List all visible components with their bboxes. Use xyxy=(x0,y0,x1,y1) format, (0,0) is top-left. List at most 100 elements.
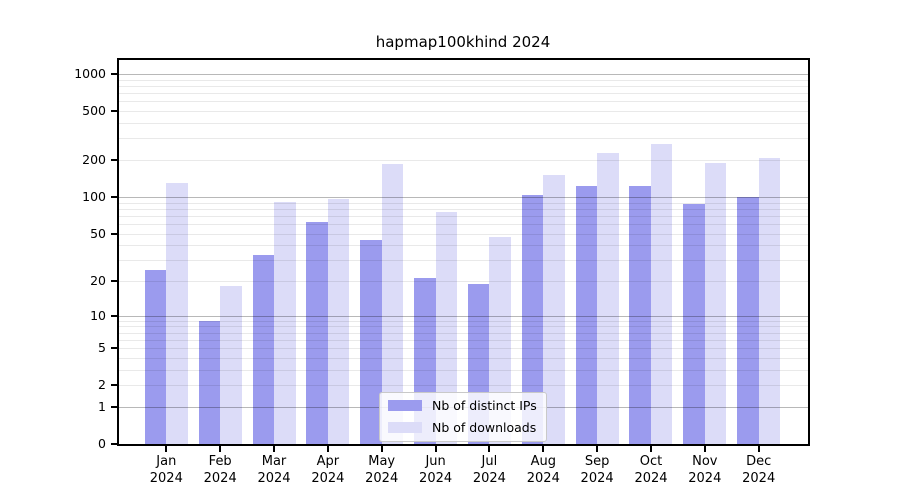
legend-label-downloads: Nb of downloads xyxy=(432,420,537,435)
x-tick-year: 2024 xyxy=(580,471,614,486)
gridline-minor-3 xyxy=(119,369,808,371)
gridline-minor-9 xyxy=(119,320,808,322)
bar-downloads-nov xyxy=(704,162,727,444)
y-tick-mark-2 xyxy=(111,384,117,387)
x-tick-label-sep: Sep 2024 xyxy=(565,453,629,487)
legend-row-distinct-ips: Nb of distinct IPs xyxy=(388,398,537,413)
x-tick-mark-dec xyxy=(757,446,760,452)
x-tick-year: 2024 xyxy=(419,471,453,486)
gridline-minor-500 xyxy=(119,111,808,113)
x-tick-month: Aug xyxy=(530,454,556,469)
x-tick-label-jun: Jun 2024 xyxy=(404,453,468,487)
y-tick-mark-500 xyxy=(111,110,117,113)
gridline-minor-700 xyxy=(119,93,808,95)
gridline-minor-50 xyxy=(119,233,808,235)
x-tick-year: 2024 xyxy=(203,471,237,486)
x-tick-year: 2024 xyxy=(742,471,776,486)
legend-label-distinct-ips: Nb of distinct IPs xyxy=(432,398,537,413)
bar-distinct-ips-feb xyxy=(198,320,221,444)
gridline-major-100 xyxy=(119,196,808,198)
y-tick-mark-0 xyxy=(111,443,117,445)
x-tick-mark-apr xyxy=(326,446,329,452)
bar-distinct-ips-jan xyxy=(144,269,167,444)
y-tick-label-5: 5 xyxy=(98,340,106,356)
x-tick-month: Feb xyxy=(208,454,232,469)
bar-downloads-dec xyxy=(758,157,781,444)
x-tick-label-feb: Feb 2024 xyxy=(188,453,252,487)
y-tick-label-50: 50 xyxy=(90,225,106,241)
y-tick-mark-50 xyxy=(111,232,117,235)
gridline-major-1000 xyxy=(119,74,808,75)
bar-distinct-ips-may xyxy=(360,240,382,444)
y-tick-label-1000: 1000 xyxy=(74,66,106,81)
bar-downloads-feb xyxy=(220,286,242,444)
x-tick-label-dec: Dec 2024 xyxy=(727,453,791,487)
x-tick-month: Nov xyxy=(692,454,718,469)
x-tick-mark-jan xyxy=(165,446,168,452)
x-tick-year: 2024 xyxy=(257,471,291,486)
x-tick-mark-feb xyxy=(219,446,222,452)
bar-downloads-may xyxy=(381,163,404,444)
bottom-spine xyxy=(117,444,810,446)
y-tick-mark-10 xyxy=(111,314,117,317)
gridline-minor-80 xyxy=(119,208,808,210)
y-tick-label-100: 100 xyxy=(82,188,106,204)
x-tick-label-oct: Oct 2024 xyxy=(619,453,683,487)
x-tick-month: Dec xyxy=(746,454,772,469)
bar-distinct-ips-mar xyxy=(252,255,274,444)
y-tick-mark-200 xyxy=(111,159,117,161)
x-tick-month: May xyxy=(368,454,396,469)
gridline-minor-8 xyxy=(119,326,808,328)
x-tick-label-aug: Aug 2024 xyxy=(511,453,575,487)
gridline-minor-7 xyxy=(119,332,808,334)
y-tick-label-500: 500 xyxy=(82,103,106,119)
chart-title: hapmap100khind 2024 xyxy=(375,33,551,51)
gridline-minor-400 xyxy=(119,123,808,124)
x-tick-year: 2024 xyxy=(472,471,506,486)
y-tick-mark-5 xyxy=(111,347,117,350)
y-tick-mark-1 xyxy=(111,405,117,408)
gridline-minor-5 xyxy=(119,348,808,350)
bar-distinct-ips-oct xyxy=(629,186,651,444)
gridline-minor-600 xyxy=(119,101,808,103)
gridline-minor-300 xyxy=(119,138,808,140)
gridline-minor-200 xyxy=(119,160,808,161)
x-tick-month: Oct xyxy=(639,454,663,469)
x-tick-label-jul: Jul 2024 xyxy=(457,453,521,487)
y-tick-label-0: 0 xyxy=(98,436,106,451)
y-tick-label-1: 1 xyxy=(98,398,106,414)
bar-downloads-oct xyxy=(650,144,673,444)
gridline-minor-800 xyxy=(119,86,808,87)
bar-distinct-ips-sep xyxy=(575,186,598,444)
x-tick-mark-nov xyxy=(703,446,706,452)
x-tick-mark-mar xyxy=(273,446,275,452)
y-tick-mark-100 xyxy=(111,195,117,198)
x-tick-label-jan: Jan 2024 xyxy=(134,453,198,487)
y-tick-label-200: 200 xyxy=(82,152,106,167)
x-tick-label-mar: Mar 2024 xyxy=(242,453,306,487)
x-tick-month: Jan xyxy=(156,454,177,469)
bar-distinct-ips-dec xyxy=(737,197,759,444)
bar-downloads-apr xyxy=(327,199,350,444)
gridline-minor-40 xyxy=(119,245,808,247)
x-tick-month: Sep xyxy=(584,454,610,469)
gridline-minor-2 xyxy=(119,385,808,387)
gridline-minor-30 xyxy=(119,260,808,262)
legend: Nb of distinct IPs Nb of downloads xyxy=(379,392,547,442)
top-spine xyxy=(117,58,810,60)
bar-downloads-jun xyxy=(435,212,458,444)
gridline-minor-90 xyxy=(119,202,808,204)
gridline-minor-60 xyxy=(119,223,808,225)
x-tick-month: Jun xyxy=(425,454,446,469)
x-tick-mark-oct xyxy=(650,446,652,452)
bar-downloads-aug xyxy=(543,175,565,444)
gridline-minor-6 xyxy=(119,339,808,341)
y-tick-label-10: 10 xyxy=(90,307,106,323)
gridline-major-10 xyxy=(119,315,808,317)
x-tick-year: 2024 xyxy=(526,471,560,486)
x-tick-label-apr: Apr 2024 xyxy=(296,453,360,487)
gridline-minor-900 xyxy=(119,79,808,81)
x-tick-mark-jul xyxy=(488,446,491,452)
y-tick-mark-20 xyxy=(111,280,117,282)
